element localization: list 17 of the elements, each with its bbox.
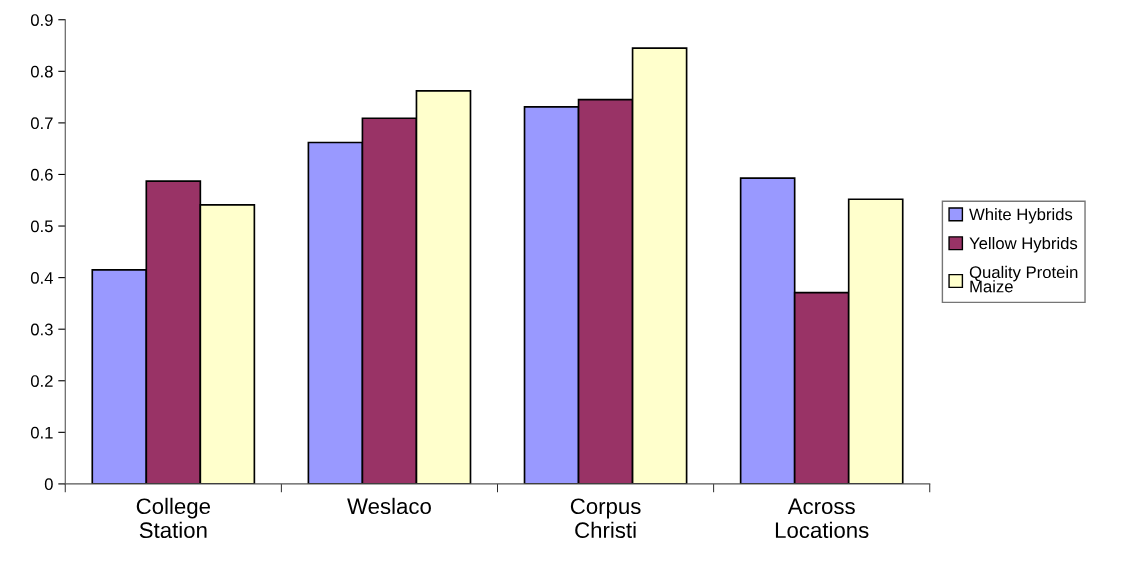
y-tick-label: 0.7 xyxy=(30,117,53,130)
x-tick-label: Corpus Christi xyxy=(570,498,641,539)
y-tick-label: 0.9 xyxy=(30,14,53,26)
legend-label: Yellow Hybrids xyxy=(969,236,1078,253)
y-tick-label: 0.5 xyxy=(30,220,53,233)
legend-label: Quality Protein Maize xyxy=(969,265,1078,293)
x-tick-label: Weslaco xyxy=(347,497,431,515)
x-tick-label: Across Locations xyxy=(775,498,869,539)
y-tick-label: 0.8 xyxy=(30,65,53,78)
y-tick-label: 0 xyxy=(44,478,53,491)
legend-label: White Hybrids xyxy=(969,208,1073,224)
y-tick-label: 0.2 xyxy=(30,375,53,387)
y-tick-label: 0.1 xyxy=(30,426,53,439)
y-tick-label: 0.3 xyxy=(30,323,53,336)
y-tick-label: 0.4 xyxy=(30,272,53,284)
y-tick-label: 0.6 xyxy=(30,168,53,181)
x-tick-label: College Station xyxy=(136,497,211,539)
